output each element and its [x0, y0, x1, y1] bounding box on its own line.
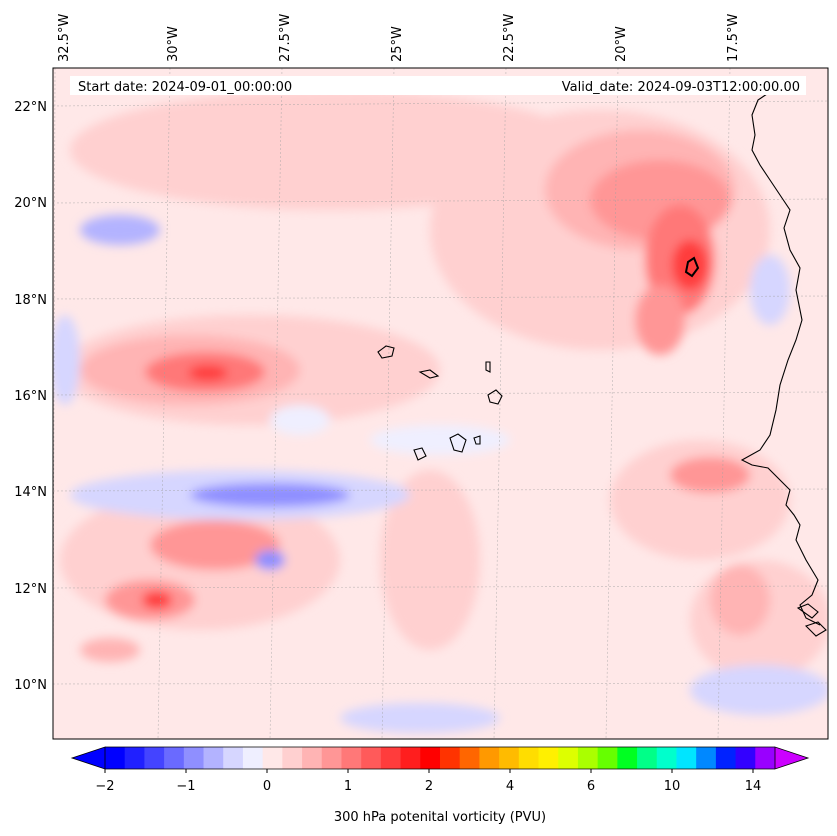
lon-label: 27.5°W [278, 14, 293, 62]
colorbar-cell [577, 747, 599, 769]
lon-label: 20°W [614, 26, 629, 62]
colorbar-tick-label: 14 [745, 779, 762, 794]
start-date-label: Start date: 2024-09-01_00:00:00 [78, 80, 292, 95]
colorbar-cell [558, 747, 579, 769]
colorbar-cell [656, 747, 677, 769]
colorbar-cell [400, 747, 421, 769]
pv-field [53, 68, 828, 739]
colorbar-cell [597, 747, 618, 769]
colorbar-cell [242, 747, 264, 769]
lat-label: 20°N [14, 196, 47, 211]
colorbar-cell [302, 747, 323, 769]
colorbar-cell [479, 747, 500, 769]
colorbar-cell [223, 747, 244, 769]
colorbar-cell [380, 747, 402, 769]
map-frame [52, 67, 829, 740]
colorbar-cell [499, 747, 520, 769]
lat-label: 16°N [14, 389, 47, 404]
colorbar-cell [696, 747, 717, 769]
colorbar-cell [676, 747, 697, 769]
colorbar-cell [538, 747, 559, 769]
colorbar-cell [715, 747, 737, 769]
colorbar-cell [420, 747, 441, 769]
colorbar-cell [144, 747, 165, 769]
colorbar-cell [518, 747, 540, 769]
colorbar-under-arrow [70, 746, 106, 770]
colorbar-cell [262, 747, 283, 769]
colorbar-tick-label: 6 [587, 779, 595, 794]
colorbar-tick-label: −2 [95, 779, 114, 794]
lat-label: 22°N [14, 100, 47, 115]
colorbar-cell [203, 747, 224, 769]
colorbar-cell [617, 747, 638, 769]
coastline [377, 91, 827, 637]
colorbar-cell [755, 747, 776, 769]
colorbar-tick-label: −1 [176, 779, 195, 794]
colorbar-cell [637, 747, 658, 769]
header-band [70, 76, 806, 95]
colorbar-tick-labels: −2 −1 0 1 2 4 6 10 14 [95, 779, 761, 794]
colorbar-ticks [104, 769, 754, 773]
valid-date-label: Valid_date: 2024-09-03T12:00:00.00 [562, 80, 800, 95]
colorbar-cell [105, 747, 126, 769]
colorbar-tick-label: 0 [263, 779, 271, 794]
colorbar-cell [321, 747, 342, 769]
colorbar-cell [282, 747, 303, 769]
lat-label: 18°N [14, 293, 47, 308]
lon-label: 32.5°W [57, 14, 72, 62]
colorbar-tick-label: 10 [664, 779, 681, 794]
colorbar-cell [459, 747, 480, 769]
lon-label: 30°W [166, 26, 181, 62]
colorbar-tick-label: 2 [425, 779, 433, 794]
colorbar-cell [124, 747, 145, 769]
colorbar-cells [105, 747, 776, 769]
lat-label: 10°N [14, 678, 47, 693]
lon-label: 22.5°W [502, 14, 517, 62]
colorbar-cell [164, 747, 185, 769]
colorbar-cell [341, 747, 362, 769]
colorbar-cell [361, 747, 382, 769]
colorbar-cell [183, 747, 205, 769]
latitude-labels: 22°N 20°N 18°N 16°N 14°N 12°N 10°N [14, 100, 47, 693]
lat-label: 12°N [14, 582, 47, 597]
colorbar-over-arrow [774, 746, 810, 770]
colorbar-cell [735, 747, 756, 769]
colorbar-tick-label: 1 [344, 779, 352, 794]
colorbar-tick-label: 4 [506, 779, 514, 794]
lon-label: 25°W [390, 26, 405, 62]
colorbar: −2 −1 0 1 2 4 6 10 14 300 hPa potenital … [70, 746, 810, 825]
graticule [53, 68, 828, 739]
lon-label: 17.5°W [726, 14, 741, 62]
longitude-labels: 32.5°W 30°W 27.5°W 25°W 22.5°W 20°W 17.5… [57, 14, 741, 62]
colorbar-cell [440, 747, 461, 769]
lat-label: 14°N [14, 485, 47, 500]
colorbar-label: 300 hPa potenital vorticity (PVU) [334, 810, 546, 825]
